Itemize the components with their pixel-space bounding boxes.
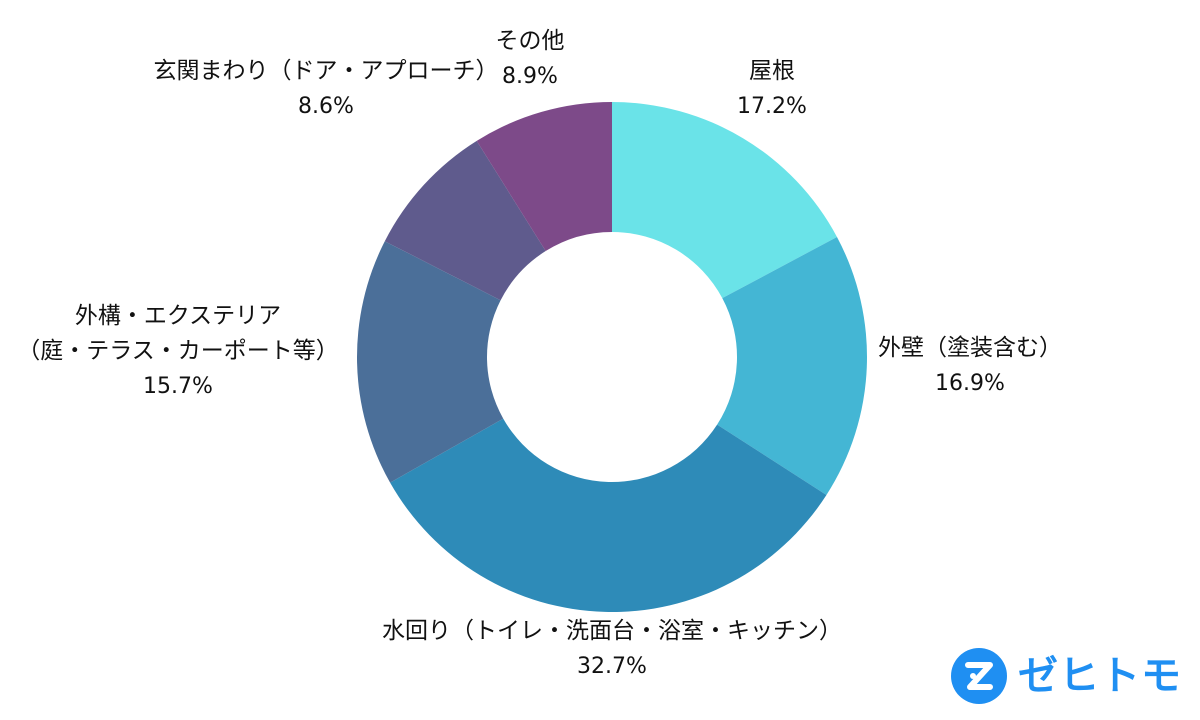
donut-slice-2 — [390, 418, 827, 612]
brand-z-icon — [950, 647, 1008, 705]
donut-slice-3 — [357, 241, 504, 483]
slice-label-name-3-0: 外構・エクステリア — [75, 303, 281, 329]
brand-z-icon-svg — [951, 648, 1007, 704]
slice-label-3: 外構・エクステリア （庭・テラス・カーポート等） 15.7% — [17, 303, 339, 399]
slice-label-name-4-0: 玄関まわり（ドア・アプローチ） — [154, 58, 499, 84]
donut-slices — [357, 102, 868, 612]
slice-label-name-0-0: 屋根 — [749, 58, 795, 84]
slice-label-1: 外壁（塗装含む） 16.9% — [878, 335, 1062, 396]
slice-label-value-1: 16.9% — [935, 371, 1005, 396]
slice-label-5: その他 8.9% — [496, 28, 565, 89]
slice-labels: 屋根 17.2% 外壁（塗装含む） 16.9% 水回り（トイレ・洗面台・浴室・キッチン）… — [17, 28, 1062, 679]
donut-slice-1 — [717, 236, 868, 495]
slice-label-0: 屋根 17.2% — [737, 58, 807, 119]
slice-label-name-1-0: 外壁（塗装含む） — [878, 335, 1062, 361]
brand-logo: ゼヒトモ — [950, 646, 1182, 706]
slice-label-value-2: 32.7% — [577, 654, 647, 679]
slice-label-value-5: 8.9% — [502, 64, 558, 89]
brand-name: ゼヒトモ — [1018, 653, 1182, 699]
slice-label-name-5-0: その他 — [496, 28, 565, 54]
slice-label-value-0: 17.2% — [737, 94, 807, 119]
donut-slice-4 — [384, 140, 546, 301]
slice-label-value-3: 15.7% — [143, 374, 213, 399]
donut-slice-0 — [612, 102, 837, 299]
slice-label-4: 玄関まわり（ドア・アプローチ） 8.6% — [154, 58, 499, 119]
slice-label-name-3-1: （庭・テラス・カーポート等） — [17, 338, 339, 364]
donut-slice-5 — [476, 102, 612, 252]
slice-label-value-4: 8.6% — [298, 94, 354, 119]
slice-label-2: 水回り（トイレ・洗面台・浴室・キッチン） 32.7% — [382, 618, 842, 679]
slice-label-name-2-0: 水回り（トイレ・洗面台・浴室・キッチン） — [382, 618, 842, 644]
